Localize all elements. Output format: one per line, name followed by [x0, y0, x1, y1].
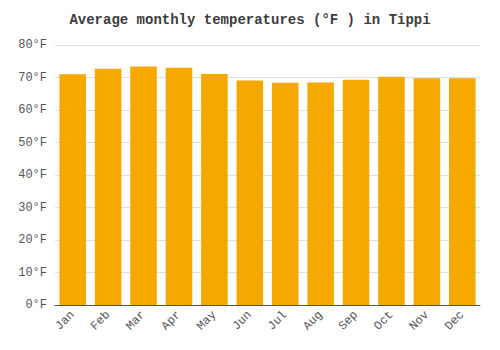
svg-text:Apr: Apr: [159, 308, 184, 333]
svg-text:10°F: 10°F: [18, 266, 47, 280]
svg-text:Jul: Jul: [265, 308, 290, 333]
svg-text:Aug: Aug: [300, 308, 325, 333]
svg-text:May: May: [194, 308, 219, 333]
svg-text:Sep: Sep: [336, 308, 361, 333]
svg-text:Average monthly temperatures (: Average monthly temperatures (°F ) in Ti…: [69, 12, 430, 28]
svg-text:Jan: Jan: [53, 308, 78, 333]
svg-text:Nov: Nov: [407, 308, 432, 333]
svg-text:20°F: 20°F: [18, 233, 47, 247]
svg-text:Mar: Mar: [123, 308, 148, 333]
svg-text:Oct: Oct: [371, 308, 396, 333]
svg-text:40°F: 40°F: [18, 168, 47, 182]
svg-text:0°F: 0°F: [25, 298, 47, 312]
svg-text:80°F: 80°F: [18, 38, 47, 52]
svg-text:70°F: 70°F: [18, 71, 47, 85]
svg-text:Dec: Dec: [442, 308, 467, 333]
svg-text:Feb: Feb: [88, 308, 113, 333]
svg-text:30°F: 30°F: [18, 201, 47, 215]
svg-text:50°F: 50°F: [18, 136, 47, 150]
svg-text:Jun: Jun: [230, 308, 255, 333]
svg-text:60°F: 60°F: [18, 103, 47, 117]
